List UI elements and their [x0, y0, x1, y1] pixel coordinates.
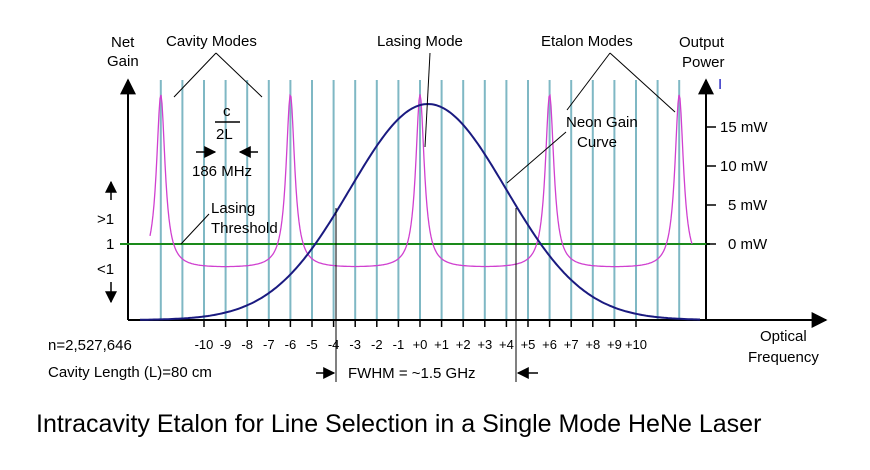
gain-above-label: >1 [97, 211, 114, 228]
spacing-value: 186 MHz [192, 163, 252, 180]
right-axis-marker: I [718, 76, 722, 93]
right-axis-ticks [706, 126, 716, 245]
right-tick-10: 10 mW [720, 158, 768, 175]
mode-number-label: +3 [477, 337, 492, 352]
lasing-mode-pointer [424, 52, 431, 148]
mode-number-label: +4 [499, 337, 514, 352]
neon-gain-label-2: Curve [577, 134, 617, 151]
mode-number-label: -10 [195, 337, 214, 352]
etalon-modes-pointer-right [609, 52, 676, 113]
fraction-numerator: c [223, 103, 231, 120]
right-axis-title-2: Power [682, 54, 725, 71]
right-tick-0: 0 mW [728, 236, 768, 253]
mode-number-label: -1 [393, 337, 405, 352]
x-axis-title-2: Frequency [748, 349, 819, 366]
neon-gain-pointer [506, 131, 567, 184]
right-axis-title-1: Output [679, 34, 725, 51]
figure-caption: Intracavity Etalon for Line Selection in… [36, 410, 761, 438]
cavity-length-label: Cavity Length (L)=80 cm [48, 364, 212, 381]
mode-number-label: -8 [241, 337, 253, 352]
mode-number-label: -5 [306, 337, 318, 352]
mode-number-label: +2 [456, 337, 471, 352]
gain-below-label: <1 [97, 261, 114, 278]
etalon-modes-pointer-left [566, 52, 611, 111]
mode-number-label: +0 [413, 337, 428, 352]
etalon-transmission-curve [149, 93, 693, 268]
mode-number-label: +5 [521, 337, 536, 352]
gain-threshold-label: 1 [106, 236, 114, 253]
mode-number-label: -3 [349, 337, 361, 352]
right-tick-5: 5 mW [728, 197, 768, 214]
mode-number-label: +8 [585, 337, 600, 352]
mode-number-label: +10 [625, 337, 647, 352]
mode-number-label: +1 [434, 337, 449, 352]
lasing-threshold-pointer [180, 213, 210, 245]
fraction-denominator: 2L [216, 126, 233, 143]
cavity-modes-label: Cavity Modes [166, 33, 257, 50]
mode-number-label: -4 [328, 337, 340, 352]
mode-number-label: +7 [564, 337, 579, 352]
mode-number-label: -7 [263, 337, 275, 352]
mode-number-label: +6 [542, 337, 557, 352]
mode-number-label: -9 [220, 337, 232, 352]
neon-gain-label-1: Neon Gain [566, 114, 638, 131]
cavity-modes-pointer-left [173, 52, 217, 98]
mode-number-label: +9 [607, 337, 622, 352]
mode-number-label: -6 [285, 337, 297, 352]
mode-number-labels: -10 -9 -8 -7 -6 -5 -4 -3 -2 -1 +0 +1 +2 +3 +4 +5 +6 +7 +8 +… [195, 320, 647, 352]
neon-gain-curve [139, 102, 700, 321]
lasing-threshold-label-1: Lasing [211, 200, 255, 217]
x-axis-title-1: Optical [760, 328, 807, 345]
n-value-label: n=2,527,646 [48, 337, 132, 354]
etalon-modes-label: Etalon Modes [541, 33, 633, 50]
cavity-modes-pointer-right [215, 52, 263, 98]
left-axis-title-1: Net [111, 34, 135, 51]
mode-number-label: -2 [371, 337, 383, 352]
lasing-threshold-label-2: Threshold [211, 220, 278, 237]
lasing-mode-label: Lasing Mode [377, 33, 463, 50]
left-axis-title-2: Gain [107, 53, 139, 70]
right-tick-15: 15 mW [720, 119, 768, 136]
fwhm-label: FWHM = ~1.5 GHz [348, 365, 476, 382]
